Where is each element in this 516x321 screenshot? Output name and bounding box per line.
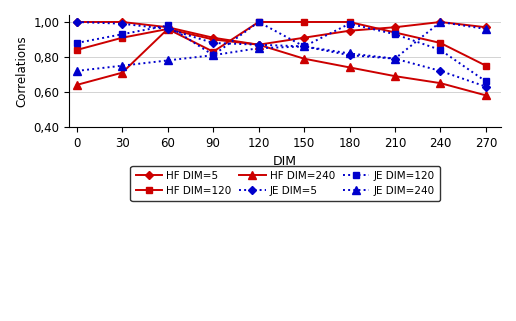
Y-axis label: Correlations: Correlations [15,35,28,107]
X-axis label: DIM: DIM [273,155,297,168]
Legend: HF DIM=5, HF DIM=120, HF DIM=240, JE DIM=5, JE DIM=120, JE DIM=240: HF DIM=5, HF DIM=120, HF DIM=240, JE DIM… [131,166,440,201]
